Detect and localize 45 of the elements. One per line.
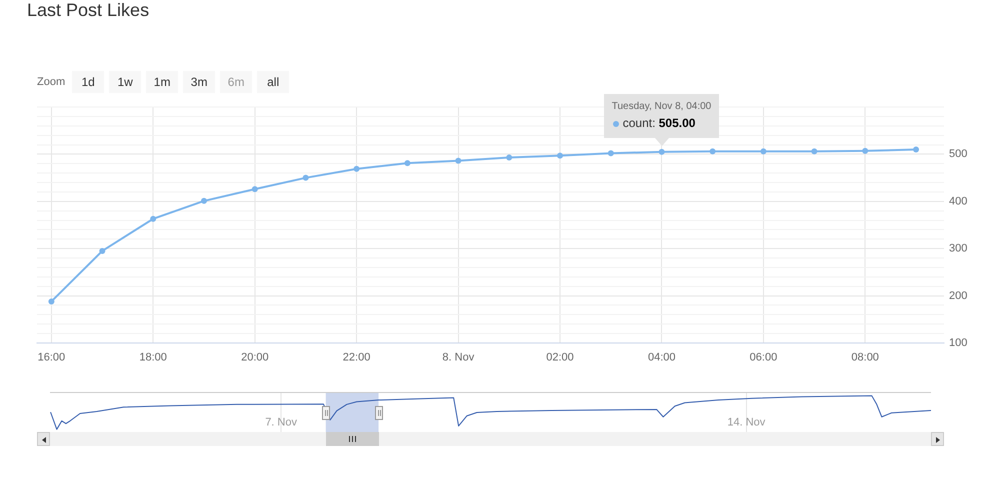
point [608, 150, 614, 156]
x-tick-label: 20:00 [241, 352, 269, 364]
x-tick-label: 18:00 [139, 352, 167, 364]
point [913, 146, 920, 152]
x-tick-label: 06:00 [750, 352, 778, 364]
point [354, 166, 360, 172]
x-tick-label: 08:00 [851, 352, 879, 364]
y-tick-label: 200 [949, 290, 968, 302]
y-tick-label: 100 [949, 337, 968, 350]
point [48, 298, 54, 304]
point [557, 152, 564, 159]
point [252, 186, 258, 192]
point [862, 148, 868, 154]
chart-title: Last Post Likes [27, 0, 150, 21]
point [710, 148, 716, 154]
x-tick-label: 8. Nov [442, 352, 475, 364]
x-tick-label: 04:00 [648, 352, 676, 364]
point [658, 148, 665, 155]
zoom-button: 6m [220, 71, 252, 93]
x-tick-label: 14. Nov [727, 416, 766, 428]
legend-label: count: [622, 116, 656, 130]
point [455, 158, 462, 164]
data-label: 505.00 [658, 116, 696, 130]
annotation: Tuesday, Nov 8, 04:00 [612, 100, 712, 114]
point [506, 154, 512, 161]
y-tick-label: 400 [949, 195, 968, 208]
x-tick-label: 7. Nov [265, 416, 298, 428]
x-tick-label: 16:00 [38, 352, 66, 364]
zoom-button: 1m [146, 71, 178, 93]
point [811, 148, 818, 154]
x-tick-label: 02:00 [546, 352, 574, 364]
point [200, 198, 207, 204]
point [150, 216, 156, 222]
zoom-button: 3m [183, 71, 216, 93]
zoom-button: 1w [109, 71, 142, 93]
zoom-button: all [257, 71, 290, 93]
point [302, 174, 309, 181]
zoom-button: 1d [72, 71, 104, 93]
x-tick-label: 22:00 [342, 352, 370, 364]
y-tick-label: 500 [949, 148, 968, 160]
y-tick-label: 300 [949, 242, 968, 255]
point [760, 148, 766, 154]
text: Zoom [37, 76, 66, 88]
point [99, 248, 106, 254]
point [404, 160, 410, 166]
